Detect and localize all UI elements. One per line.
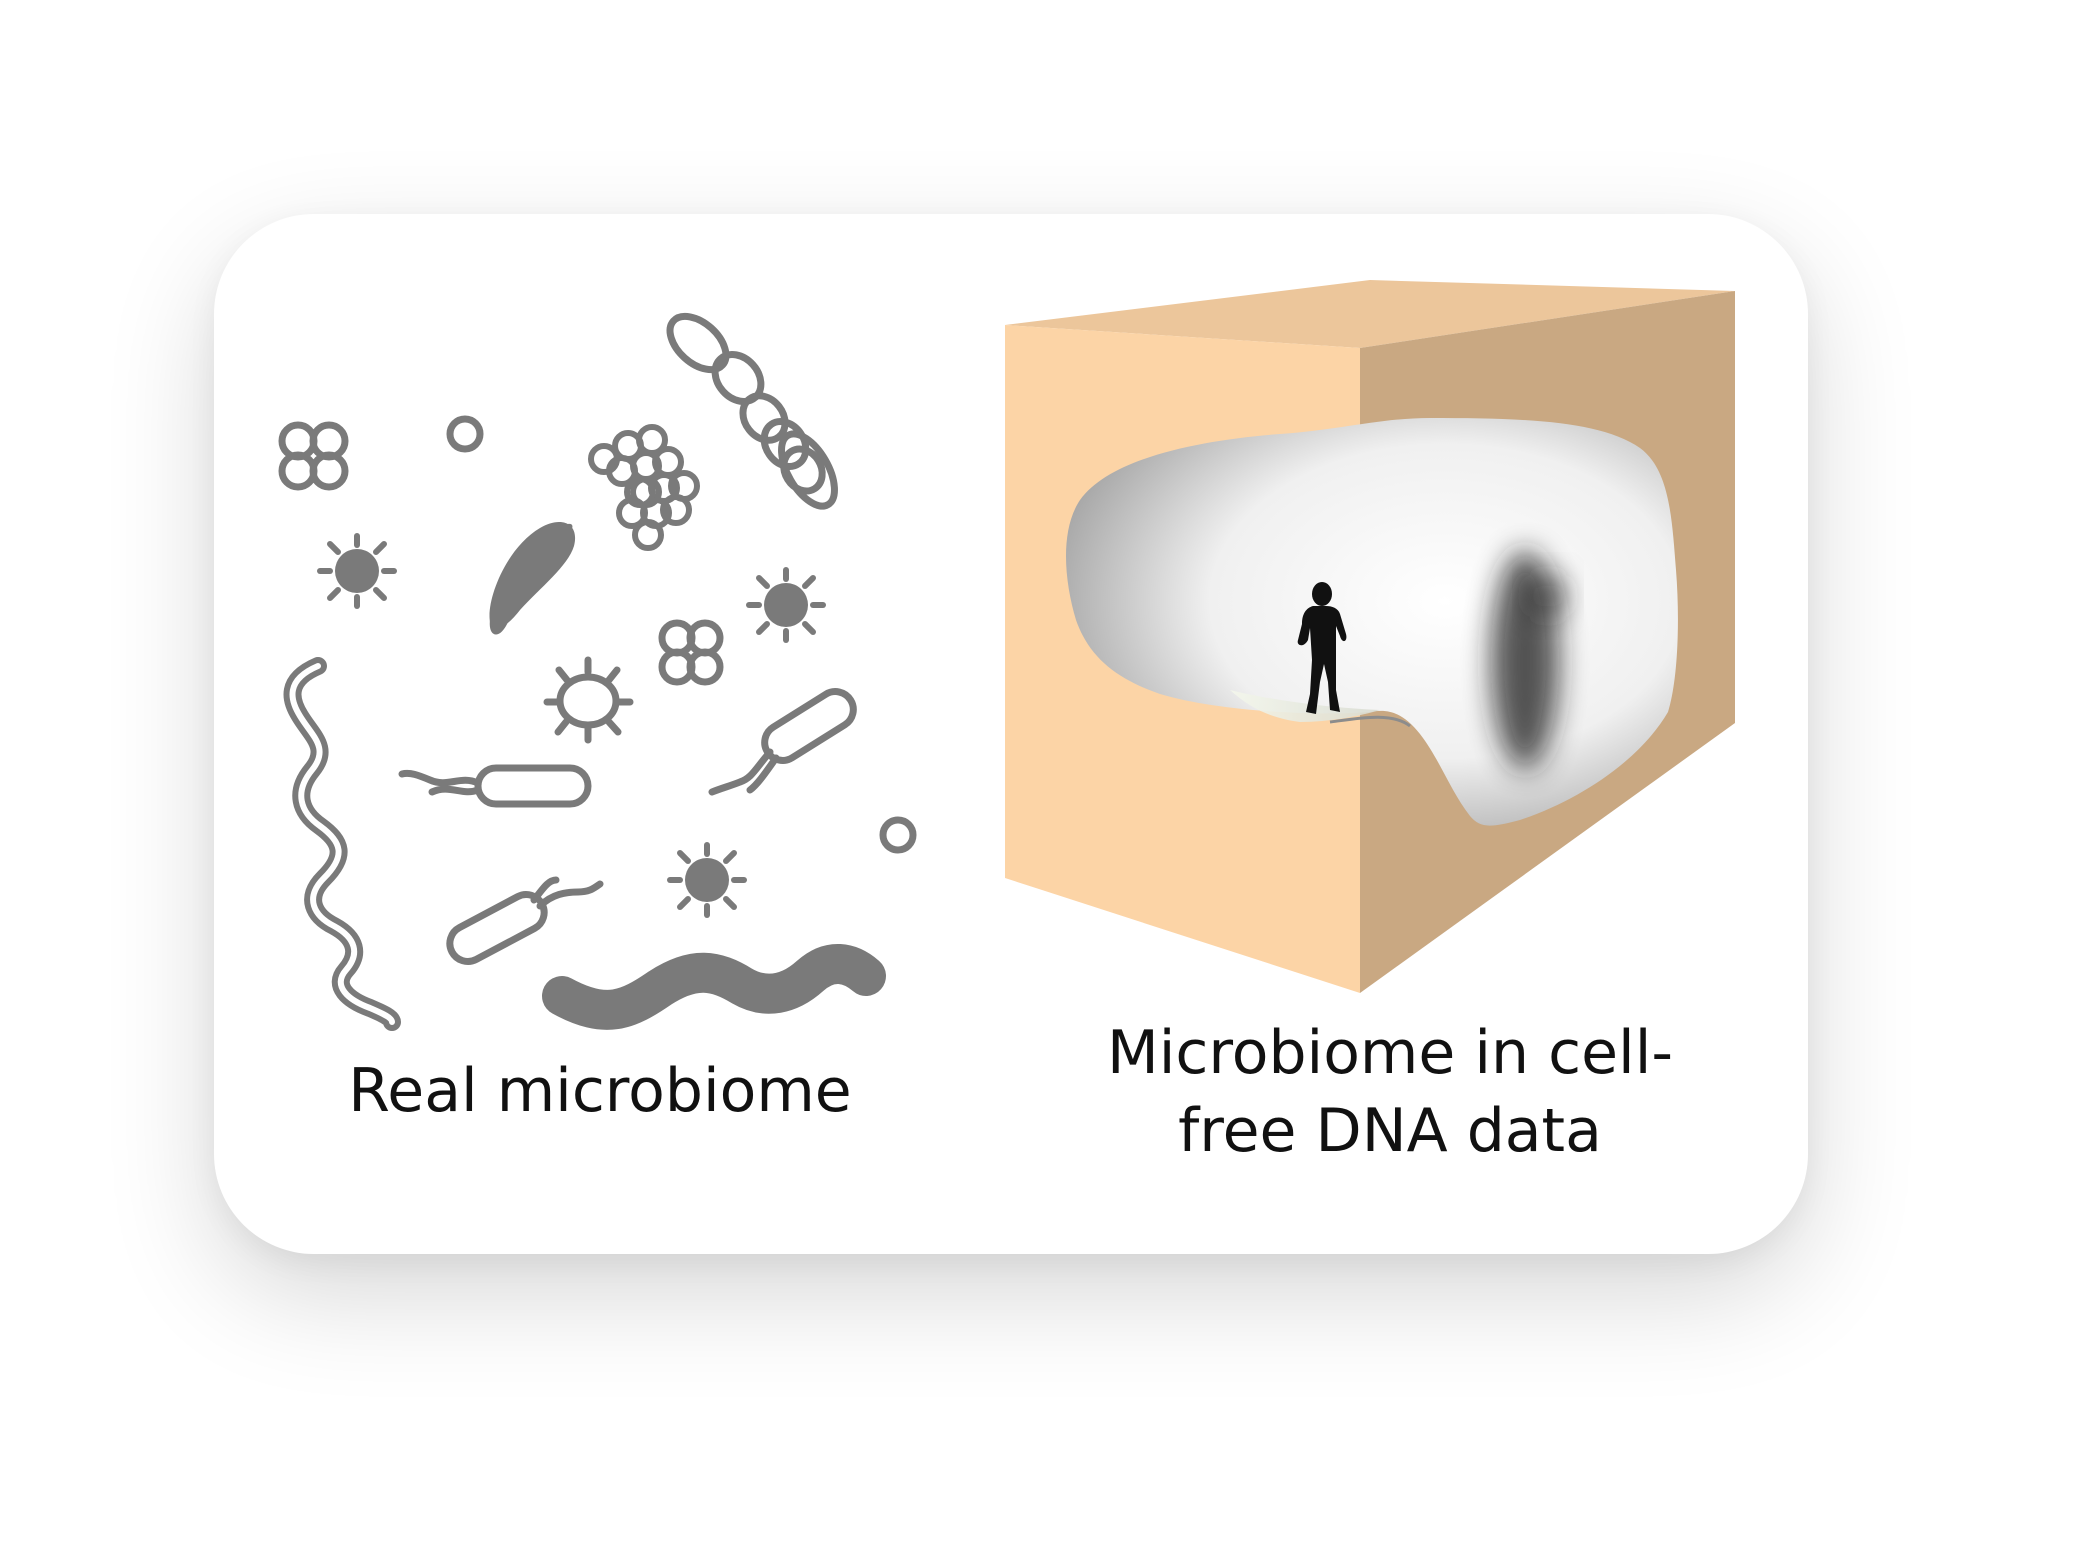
spiky-virus-icon (543, 656, 634, 744)
spiky-virus-icon (317, 533, 397, 609)
tetrad-cocci-icon (658, 619, 724, 686)
real-microbiome-label: Real microbiome (348, 1056, 852, 1126)
spirochete-icon (289, 663, 395, 1025)
cave-box-icon (1005, 280, 1735, 993)
flagellated-bacillus-icon (446, 876, 604, 965)
spiky-virus-icon (667, 842, 747, 918)
filled-microbes-group (317, 522, 886, 1030)
spirillum-icon (542, 944, 886, 1030)
cfdna-label-line2: free DNA data (1178, 1096, 1602, 1166)
cave-floor (1230, 690, 1380, 722)
tetrad-cocci-icon (278, 421, 349, 491)
box-top-face (1005, 280, 1735, 348)
human-silhouette-icon (1297, 582, 1347, 714)
spirochete-icon (283, 657, 401, 1031)
comma-bacterium-icon (489, 522, 576, 629)
coccus-icon (879, 816, 917, 854)
coccus-icon (446, 415, 484, 453)
flagellated-bacillus-icon (708, 688, 857, 796)
microbes-group (278, 312, 917, 1031)
flagellated-bacillus-icon (398, 764, 592, 808)
silhouette-shadow-head (1530, 574, 1566, 618)
cfdna-label-line1: Microbiome in cell- (1106, 1018, 1674, 1088)
staphylococci-cluster-icon (588, 424, 700, 551)
streptococci-chain-icon (666, 312, 838, 510)
cave-ledge (1329, 715, 1411, 728)
cfdna-microbiome-label: Microbiome in cell- free DNA data (1040, 1014, 1740, 1170)
spiky-virus-icon (746, 567, 826, 643)
